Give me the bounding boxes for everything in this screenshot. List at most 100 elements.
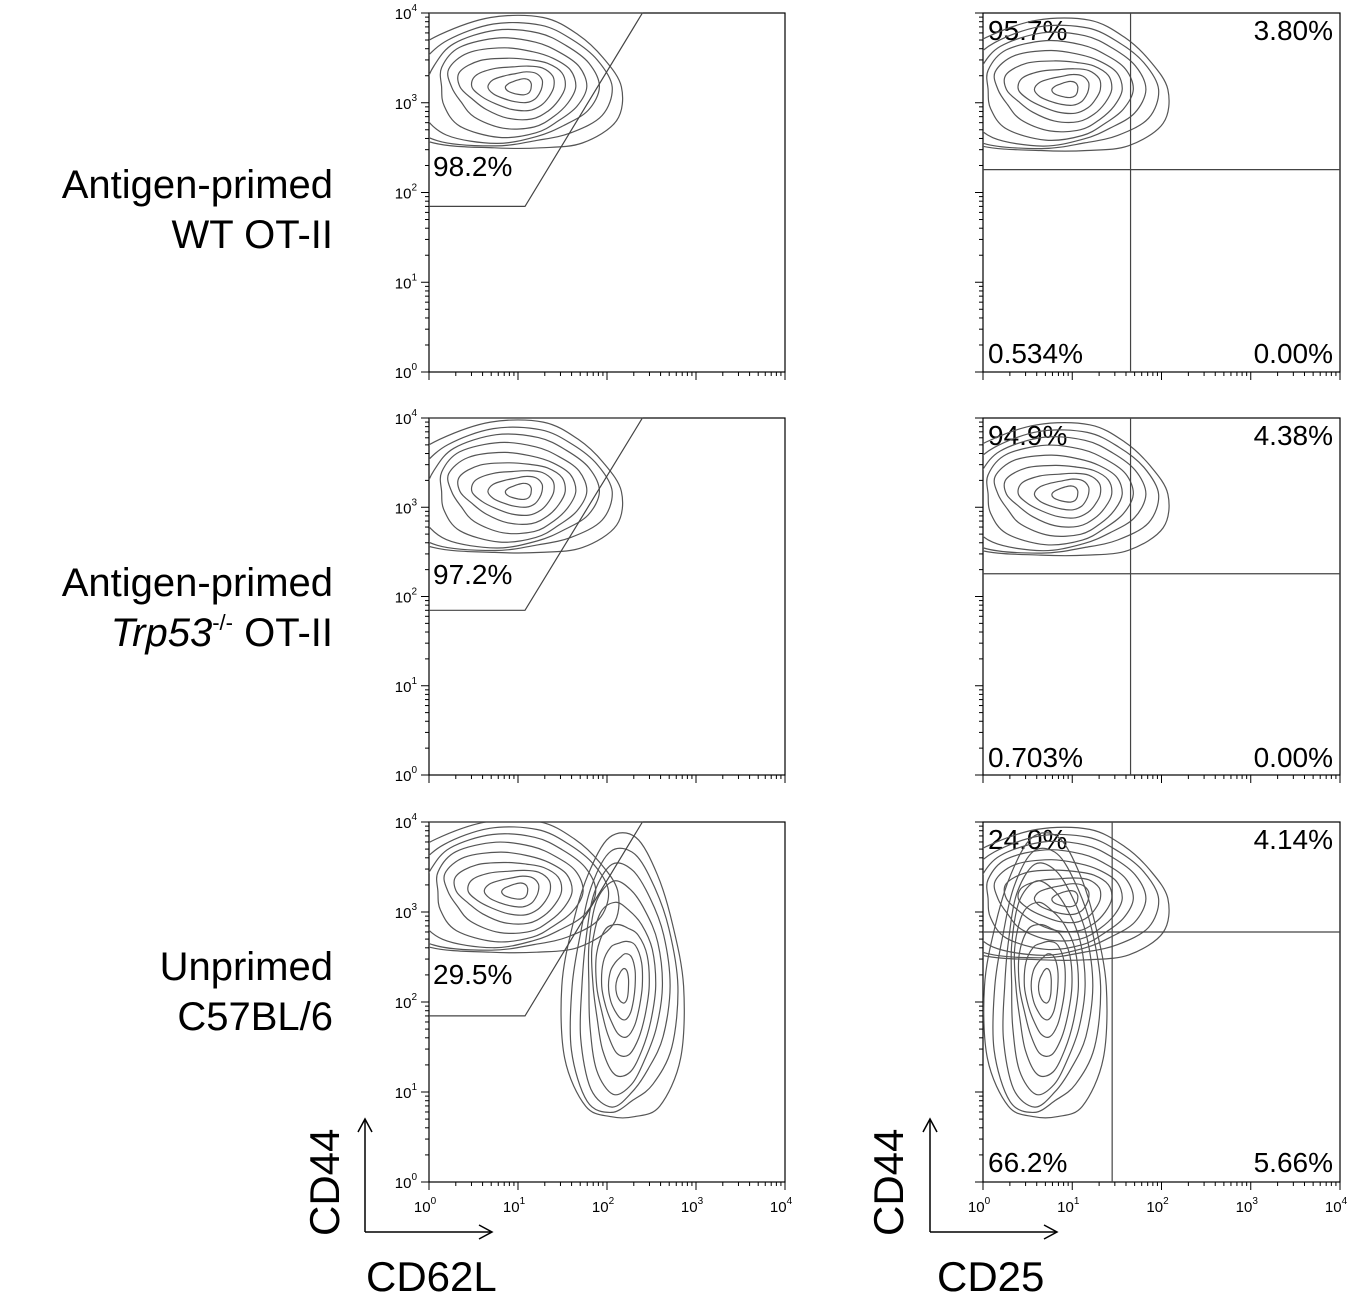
right-row2-contour (1002, 862, 1094, 1108)
left-row2-contour (560, 832, 685, 1119)
trp53-superscript: -/- (212, 610, 233, 635)
left-row2-contour (453, 861, 563, 925)
right-row1-contour (983, 436, 1147, 552)
gate-pct-row0: 98.2% (433, 151, 513, 182)
cd44-cd62l-panel-row1: 100 101 102 103 104 (395, 408, 786, 785)
right-row0-contour (986, 39, 1134, 141)
left-row1-contour (504, 482, 533, 501)
left-row0-ytick-label: 103 (395, 93, 418, 113)
left-axis-arrows (357, 1117, 494, 1240)
gate-outline (429, 12, 644, 207)
left-row2-contour (600, 940, 644, 1038)
left-row2-contour (429, 826, 610, 951)
left-row2-xtick-label: 102 (592, 1196, 615, 1216)
left-row1-contour (429, 419, 624, 554)
left-row2-xtick-label: 100 (414, 1196, 437, 1216)
left-row2-contour (587, 880, 664, 1096)
right-row2-contour (1010, 880, 1086, 1096)
right-row2-contour (1030, 953, 1059, 1021)
left-row2-contour (569, 847, 679, 1114)
row-label-trp53-line1: Antigen-primed (61, 561, 333, 605)
left-row2-xtick-label: 103 (681, 1196, 704, 1216)
quad-lr-row0: 0.00% (1253, 338, 1333, 369)
right-row2-contour (1037, 967, 1052, 1004)
quad-ur-row0: 3.80% (1253, 15, 1333, 46)
left-row2-contour (436, 841, 584, 943)
left-row2-contour (443, 851, 573, 934)
right-row1-contour (1033, 478, 1090, 511)
y-arrow-head (357, 1117, 373, 1133)
right-row0-contour (993, 49, 1123, 133)
left-x-axis-title: CD62L (366, 1253, 497, 1300)
plot-frame (428, 12, 786, 373)
cd44-cd25-panel-row1 (975, 417, 1341, 783)
left-row1-ytick-label: 101 (395, 676, 418, 696)
left-row0-ytick-label: 101 (395, 272, 418, 292)
left-row2-contour (429, 822, 620, 954)
left-row0-contour (457, 57, 566, 121)
left-row0-contour (447, 47, 577, 130)
quad-ur-row2: 4.14% (1253, 824, 1333, 855)
right-row0-contour (1017, 68, 1102, 115)
right-row1-contour (1051, 485, 1079, 503)
trp53-rest: OT-II (233, 611, 333, 655)
left-row1-contour (487, 475, 544, 508)
plot-frame (982, 821, 1341, 1183)
right-row2-contour (992, 847, 1102, 1114)
right-row0-contour (1051, 80, 1079, 99)
trp53-gene: Trp53 (110, 611, 213, 655)
left-row2-contour (483, 875, 540, 908)
y-arrow-head (922, 1117, 938, 1133)
right-row1-contour (983, 422, 1170, 557)
right-axis-arrows (922, 1117, 1059, 1240)
row-label-wt-line1: Antigen-primed (61, 163, 333, 207)
left-row2-contour (501, 882, 529, 900)
right-row0-contour (1033, 73, 1090, 106)
cd44-cd25-panel-row0 (975, 12, 1341, 380)
left-row2-xtick-label: 104 (770, 1196, 793, 1216)
quad-ll-row0: 0.534% (988, 338, 1083, 369)
gate-outline (429, 821, 644, 1017)
right-row2-xtick-label: 102 (1146, 1196, 1169, 1216)
left-row2-contour (590, 901, 657, 1078)
left-row0-contour (439, 37, 588, 139)
left-row1-contour (447, 451, 577, 535)
right-row0-contour (983, 31, 1147, 147)
left-row1-contour (429, 426, 613, 552)
right-x-axis-title: CD25 (937, 1253, 1045, 1300)
left-row0-ytick-label: 102 (395, 183, 418, 203)
left-row2-xtick-label: 101 (503, 1196, 526, 1216)
right-row2-contour (1003, 869, 1113, 933)
cd44-cd62l-panel-row2: 100 101 102 103 104 100 101 102 103 104 (395, 812, 793, 1216)
left-row1-contour (429, 433, 601, 549)
left-row1-ytick-label: 100 (395, 765, 418, 785)
left-row0-ytick-label: 104 (395, 3, 418, 23)
plot-frame (982, 12, 1341, 373)
left-row2-ytick-label: 104 (395, 812, 418, 832)
left-row1-contour (439, 441, 588, 543)
right-row2-xtick-label: 101 (1057, 1196, 1080, 1216)
plot-frame (428, 417, 786, 776)
left-row0-contour (429, 28, 601, 145)
left-row2-ytick-label: 101 (395, 1082, 418, 1102)
left-row2-contour (607, 953, 637, 1021)
right-row2-contour (1051, 889, 1079, 908)
right-row2-contour (983, 832, 1108, 1119)
quad-ur-row1: 4.38% (1253, 420, 1333, 451)
gate-pct-row1: 97.2% (433, 559, 513, 590)
left-row2-contour (429, 833, 597, 949)
row-label-trp53-line2: Trp53-/- OT-II (62, 608, 333, 658)
right-row0-contour (1003, 60, 1113, 123)
right-row1-contour (1003, 464, 1113, 528)
left-row0-contour (470, 65, 555, 112)
quad-ll-row2: 66.2% (988, 1147, 1068, 1178)
left-row1-ytick-label: 102 (395, 587, 418, 607)
row-label-wt-line2: WT OT-II (171, 213, 333, 257)
plot-frame (982, 417, 1341, 776)
left-row1-contour (470, 470, 555, 516)
row-label-unprimed: Unprimed C57BL/6 (160, 942, 333, 1042)
row-label-wt: Antigen-primed WT OT-II (62, 160, 333, 260)
cd44-cd62l-panel-row0: 100 101 102 103 104 (395, 3, 786, 382)
left-row2-ytick-label: 103 (395, 902, 418, 922)
